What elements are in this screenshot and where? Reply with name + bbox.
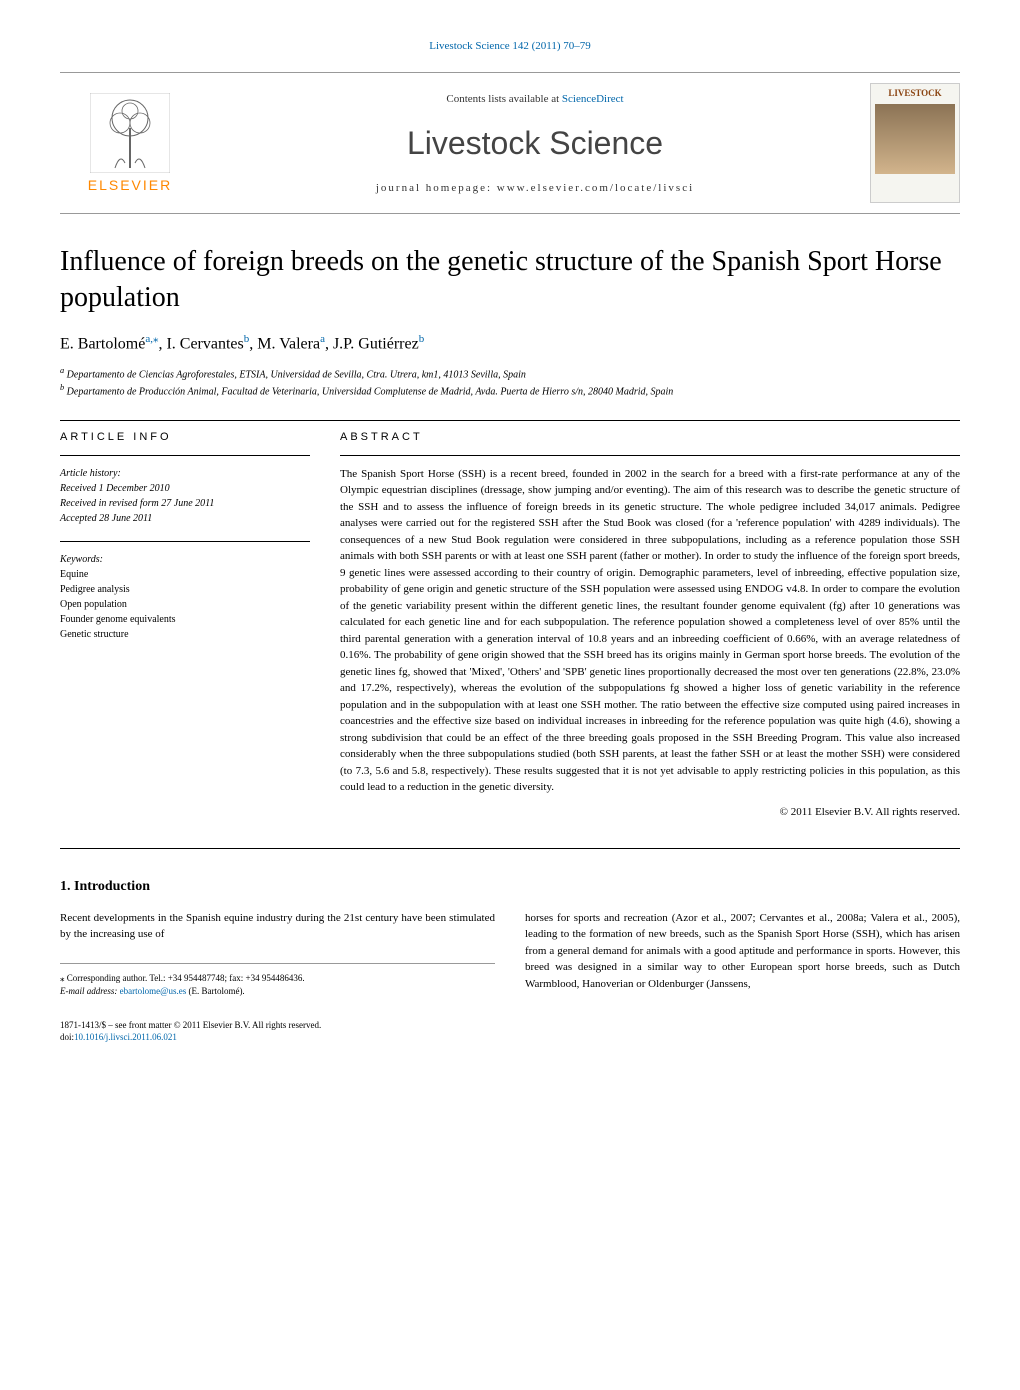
journal-homepage: journal homepage: www.elsevier.com/locat…	[200, 182, 870, 194]
journal-header: ELSEVIER Contents lists available at Sci…	[60, 72, 960, 214]
keyword-1: Equine	[60, 567, 310, 582]
intro-col-right: horses for sports and recreation (Azor e…	[525, 910, 960, 1044]
affiliation-b-text: Departamento de Producción Animal, Facul…	[67, 387, 674, 398]
cover-title: LIVESTOCK	[875, 88, 955, 98]
divider	[60, 420, 960, 421]
keyword-2: Pedigree analysis	[60, 582, 310, 597]
contents-prefix: Contents lists available at	[446, 93, 561, 105]
journal-name: Livestock Science	[200, 125, 870, 162]
article-history: Article history: Received 1 December 201…	[60, 466, 310, 526]
author-1: E. Bartolomé	[60, 335, 145, 352]
affiliation-b: b Departamento de Producción Animal, Fac…	[60, 382, 960, 399]
history-label: Article history:	[60, 466, 310, 481]
received-date: Received 1 December 2010	[60, 481, 310, 496]
email-line: E-mail address: ebartolome@us.es (E. Bar…	[60, 985, 495, 999]
author-4: , J.P. Gutiérrez	[325, 335, 419, 352]
email-suffix: (E. Bartolomé).	[186, 986, 244, 996]
affiliation-a-text: Departamento de Ciencias Agroforestales,…	[67, 369, 526, 380]
accepted-date: Accepted 28 June 2011	[60, 511, 310, 526]
authors: E. Bartoloméa,⁎, I. Cervantes b , M. Valer…	[60, 332, 960, 353]
author-1-sup: a,⁎	[145, 333, 158, 345]
intro-para-1: Recent developments in the Spanish equin…	[60, 910, 495, 943]
abstract-column: ABSTRACT The Spanish Sport Horse (SSH) i…	[340, 431, 960, 818]
email-label: E-mail address:	[60, 986, 120, 996]
keyword-5: Genetic structure	[60, 627, 310, 642]
affiliations: a Departamento de Ciencias Agroforestale…	[60, 365, 960, 400]
keyword-4: Founder genome equivalents	[60, 612, 310, 627]
revised-date: Received in revised form 27 June 2011	[60, 496, 310, 511]
abstract-divider	[340, 455, 960, 456]
introduction-section: 1. Introduction Recent developments in t…	[60, 879, 960, 1044]
top-citation: Livestock Science 142 (2011) 70–79	[60, 40, 960, 52]
header-center: Contents lists available at ScienceDirec…	[200, 93, 870, 194]
intro-col-left: Recent developments in the Spanish equin…	[60, 910, 495, 1044]
doi-block: 1871-1413/$ – see front matter © 2011 El…	[60, 1019, 495, 1044]
post-abstract-divider	[60, 848, 960, 849]
homepage-url[interactable]: www.elsevier.com/locate/livsci	[497, 182, 694, 194]
elsevier-logo: ELSEVIER	[60, 93, 200, 193]
keyword-3: Open population	[60, 597, 310, 612]
article-info-header: ARTICLE INFO	[60, 431, 310, 443]
keywords-block: Keywords: Equine Pedigree analysis Open …	[60, 552, 310, 642]
email-link[interactable]: ebartolome@us.es	[120, 986, 187, 996]
sciencedirect-link[interactable]: ScienceDirect	[562, 93, 624, 105]
doi-prefix: doi:	[60, 1032, 74, 1042]
author-4-sup: b	[419, 333, 425, 345]
sciencedirect-line: Contents lists available at ScienceDirec…	[200, 93, 870, 105]
footnote: ⁎ Corresponding author. Tel.: +34 954487…	[60, 963, 495, 999]
cover-image	[875, 104, 955, 174]
doi-link[interactable]: 10.1016/j.livsci.2011.06.021	[74, 1032, 177, 1042]
keywords-divider	[60, 541, 310, 542]
journal-cover: LIVESTOCK	[870, 83, 960, 203]
article-info-column: ARTICLE INFO Article history: Received 1…	[60, 431, 310, 818]
corresponding-author: ⁎ Corresponding author. Tel.: +34 954487…	[60, 972, 495, 986]
publisher-name: ELSEVIER	[60, 177, 200, 193]
doi-line: doi:10.1016/j.livsci.2011.06.021	[60, 1031, 495, 1044]
info-abstract-row: ARTICLE INFO Article history: Received 1…	[60, 431, 960, 818]
intro-para-2: horses for sports and recreation (Azor e…	[525, 910, 960, 993]
elsevier-tree-icon	[90, 93, 170, 173]
abstract-header: ABSTRACT	[340, 431, 960, 443]
info-divider	[60, 455, 310, 456]
article-title: Influence of foreign breeds on the genet…	[60, 244, 960, 317]
author-3: , M. Valera	[249, 335, 320, 352]
introduction-body: Recent developments in the Spanish equin…	[60, 910, 960, 1044]
abstract-text: The Spanish Sport Horse (SSH) is a recen…	[340, 466, 960, 796]
keywords-label: Keywords:	[60, 552, 310, 567]
author-2: , I. Cervantes	[158, 335, 243, 352]
copyright-line: 1871-1413/$ – see front matter © 2011 El…	[60, 1019, 495, 1032]
homepage-prefix: journal homepage:	[376, 182, 497, 194]
affiliation-a: a Departamento de Ciencias Agroforestale…	[60, 365, 960, 382]
introduction-title: 1. Introduction	[60, 879, 960, 895]
abstract-copyright: © 2011 Elsevier B.V. All rights reserved…	[340, 806, 960, 818]
